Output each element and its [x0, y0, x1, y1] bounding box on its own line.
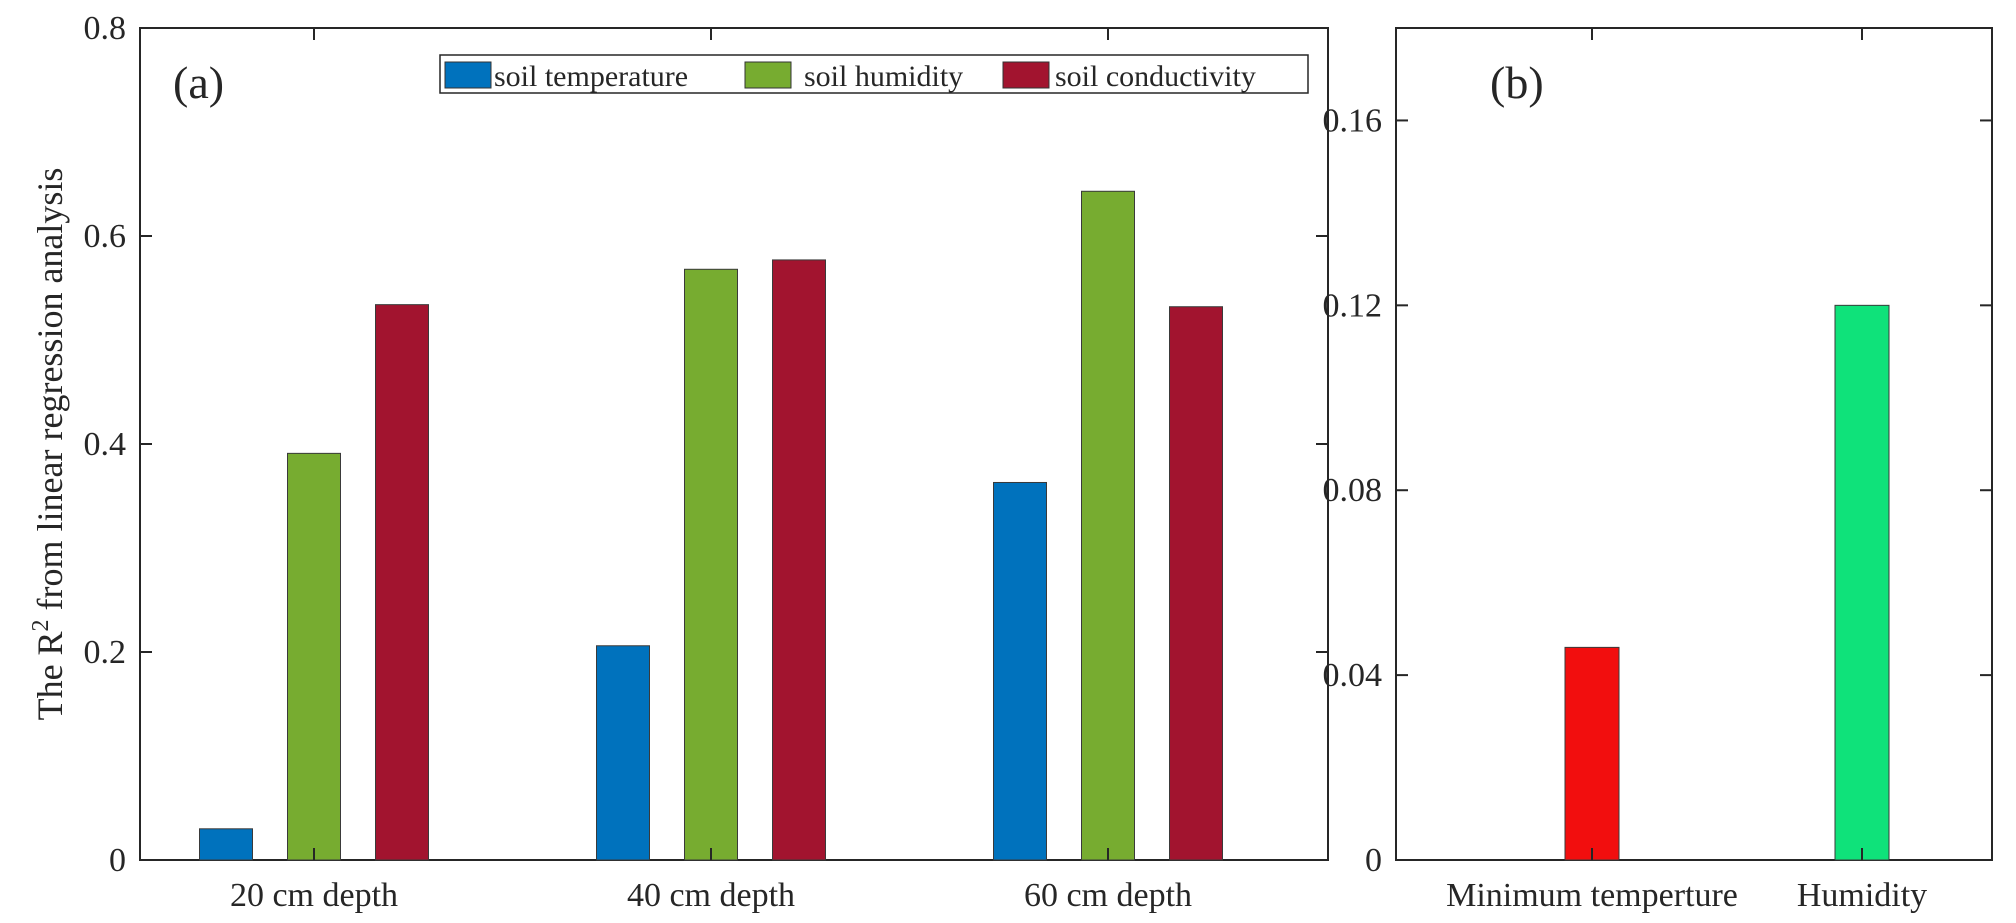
legend-swatch-soil-humidity	[744, 61, 792, 89]
panel-b-y-ticks: 0 0.04 0.08 0.12 0.16	[1323, 102, 1992, 879]
y-tick-label: 0.2	[84, 634, 127, 671]
panel-b-label: (b)	[1490, 57, 1544, 108]
bar-soil-conductivity-40-cm-depth	[772, 259, 826, 861]
x-tick-label: Humidity	[1797, 877, 1927, 914]
y-axis-label-suffix: from linear regression analysis	[30, 168, 70, 620]
x-tick-label: 20 cm depth	[230, 877, 398, 914]
panel-b-x-ticks: Minimum temperture Humidity	[1446, 28, 1927, 914]
panel-a: 0 0.2 0.4 0.6 0.8 20 cm depth 40 cm depth 60 c…	[28, 10, 1329, 914]
panel-a-y-axis-label: The R2 from linear regression analysis	[28, 168, 70, 721]
y-tick-label: 0.16	[1323, 102, 1383, 139]
y-axis-label-prefix: The R	[30, 631, 70, 720]
y-tick-label: 0.08	[1323, 472, 1383, 509]
y-tick-label: 0.8	[84, 10, 127, 47]
bar-soil-temperature-20-cm-depth	[199, 828, 253, 861]
x-tick-label: Minimum temperture	[1446, 877, 1738, 914]
panel-a-legend: soil temperature soil humidity soil cond…	[439, 54, 1309, 94]
legend-swatch-soil-conductivity	[1002, 61, 1050, 89]
panel-a-y-ticks: 0 0.2 0.4 0.6 0.8	[84, 10, 1328, 879]
panel-b-axes-box	[1395, 27, 1993, 861]
legend-label-soil-temperature: soil temperature	[494, 60, 688, 93]
panel-a-x-ticks: 20 cm depth 40 cm depth 60 cm depth	[230, 28, 1192, 914]
bar-minimum-temperture	[1564, 646, 1620, 861]
y-tick-label: 0.4	[84, 426, 127, 463]
panel-a-bars	[199, 190, 1223, 861]
bar-soil-humidity-40-cm-depth	[684, 268, 738, 861]
legend-swatch-soil-temperature	[444, 61, 492, 89]
y-tick-label: 0	[109, 842, 126, 879]
bar-soil-temperature-40-cm-depth	[596, 645, 650, 861]
bar-soil-humidity-60-cm-depth	[1081, 190, 1135, 861]
y-tick-label: 0.04	[1323, 657, 1383, 694]
x-tick-label: 40 cm depth	[627, 877, 795, 914]
panel-b: 0 0.04 0.08 0.12 0.16 Minimum temperture Humi…	[1323, 27, 1993, 914]
legend-box	[439, 54, 1309, 94]
bar-soil-conductivity-20-cm-depth	[375, 304, 429, 861]
panel-a-label: (a)	[173, 57, 224, 108]
y-tick-label: 0	[1365, 842, 1382, 879]
legend-label-soil-humidity: soil humidity	[804, 60, 963, 93]
y-tick-label: 0.12	[1323, 287, 1383, 324]
bar-humidity	[1834, 304, 1890, 861]
y-tick-label: 0.6	[84, 218, 127, 255]
y-axis-label-superscript: 2	[28, 619, 54, 631]
bar-soil-conductivity-60-cm-depth	[1169, 306, 1223, 861]
bar-soil-humidity-20-cm-depth	[287, 452, 341, 861]
legend-label-soil-conductivity: soil conductivity	[1055, 60, 1256, 93]
bar-soil-temperature-60-cm-depth	[993, 481, 1047, 861]
x-tick-label: 60 cm depth	[1024, 877, 1192, 914]
